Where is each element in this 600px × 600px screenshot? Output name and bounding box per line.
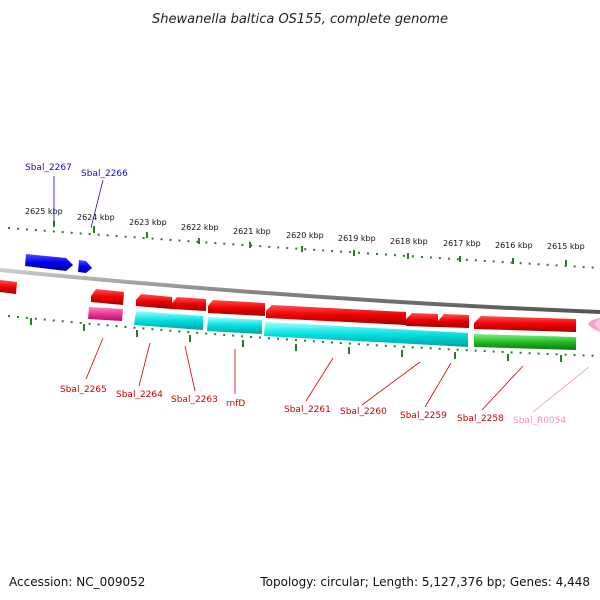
inner-ruler [7,315,600,362]
ruler-label: 2617 kbp [443,239,481,248]
gene-label-sbal-2266[interactable]: Sbal_2266 [81,169,128,179]
top-leader-lines [53,176,104,229]
feature-pink[interactable] [88,307,123,321]
forward-strand-features [25,254,92,273]
gene-arrow-sbal-2260[interactable] [406,313,438,327]
gene-label-sbal-2264[interactable]: Sbal_2264 [116,390,163,400]
trna-arrow-sbal-r0054-2[interactable] [594,319,600,331]
gene-arrow-left-edge[interactable] [0,280,17,294]
gene-label-sbal-2259[interactable]: Sbal_2259 [400,411,447,421]
accession-text: Accession: NC_009052 [9,575,145,589]
ruler-labels: 2625 kbp 2624 kbp 2623 kbp 2622 kbp 2621… [25,207,585,251]
gene-arrow-sbal-2261[interactable] [266,305,406,325]
gene-arrow-sbal-2259[interactable] [438,314,469,328]
outer-major-ticks [53,221,567,266]
gene-label-sbal-2265[interactable]: Sbal_2265 [60,385,107,395]
ruler-label: 2625 kbp [25,207,63,216]
gene-label-sbal-2263[interactable]: Sbal_2263 [171,395,218,405]
outer-ruler [7,221,600,269]
ruler-label: 2621 kbp [233,227,271,236]
ruler-label: 2624 kbp [77,213,115,222]
feature-green[interactable] [474,334,576,350]
ruler-label: 2616 kbp [495,241,533,250]
gene-arrow-sbal-2258[interactable] [474,316,576,332]
ruler-label: 2620 kbp [286,231,324,240]
feature-cyan-2[interactable] [207,317,262,334]
top-gene-labels: Sbal_2267 Sbal_2266 [25,163,128,179]
ruler-label: 2615 kbp [547,242,585,251]
gene-label-sbal-2258[interactable]: Sbal_2258 [457,414,504,424]
gene-arrow-sbal-2266[interactable] [78,260,92,273]
gene-features [88,307,600,350]
gene-arrow-sbal-2263[interactable] [172,297,206,311]
ruler-label: 2618 kbp [390,237,428,246]
ruler-label: 2623 kbp [129,218,167,227]
genome-backbone [0,268,600,314]
leader-line-sbal-r0054 [532,366,590,413]
gene-label-sbal-2267[interactable]: Sbal_2267 [25,163,72,173]
gene-arrow-rnfd[interactable] [208,300,265,316]
gene-label-sbal-2260[interactable]: Sbal_2260 [340,407,387,417]
inner-major-ticks [30,318,562,362]
map-title: Shewanella baltica OS155, complete genom… [152,12,448,27]
bottom-gene-labels: Sbal_2265 Sbal_2264 Sbal_2263 rnfD Sbal_… [60,385,566,426]
feature-cyan-1[interactable] [134,311,203,330]
ruler-label: 2619 kbp [338,234,376,243]
reverse-strand-cds [0,280,576,332]
gene-label-sbal-r0054[interactable]: Sbal_R0054 [513,416,566,426]
gene-arrow-sbal-2267[interactable] [25,254,73,271]
feature-cyan-3[interactable] [264,322,468,347]
gene-arrow-sbal-2264[interactable] [136,294,172,309]
gene-label-rnfd[interactable]: rnfD [226,399,245,409]
gene-arrow-sbal-2265[interactable] [91,289,124,305]
ruler-label: 2622 kbp [181,223,219,232]
genome-summary-text: Topology: circular; Length: 5,127,376 bp… [259,575,590,589]
gene-label-sbal-2261[interactable]: Sbal_2261 [284,405,331,415]
bottom-leader-lines [85,337,524,411]
